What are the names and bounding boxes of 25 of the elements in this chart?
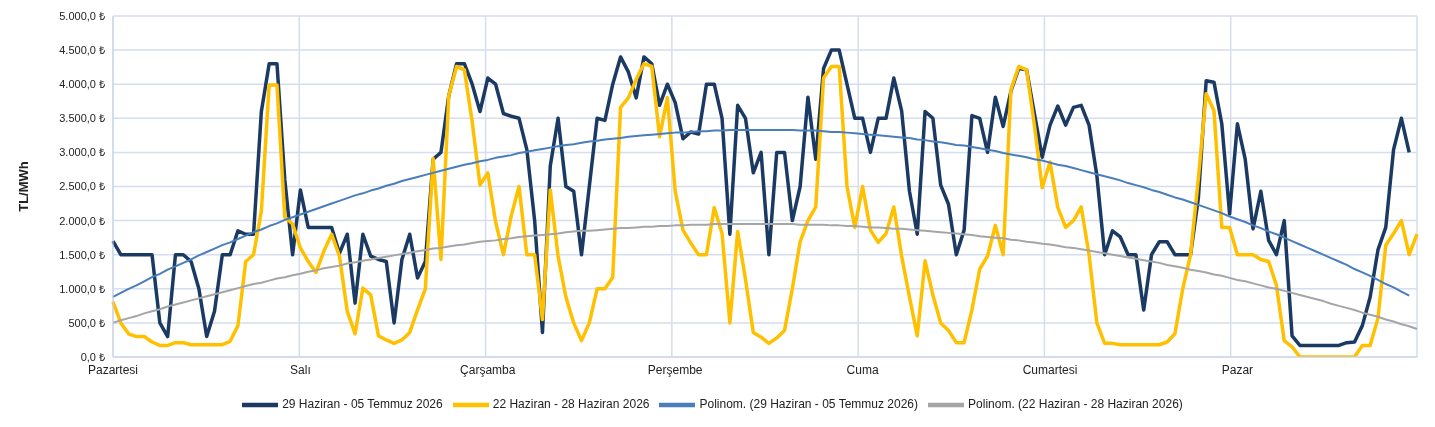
y-tick-label: 1.000,0 ₺	[59, 282, 105, 295]
x-tick-label: Çarşamba	[460, 362, 516, 377]
line-series	[112, 223, 1418, 331]
y-tick-label: 3.500,0 ₺	[59, 112, 105, 125]
legend-label: 29 Haziran - 05 Temmuz 2026	[282, 397, 443, 412]
y-tick-label: 5.000,0 ₺	[59, 9, 105, 22]
y-tick-label: 1.500,0 ₺	[59, 248, 105, 261]
legend-label: 22 Haziran - 28 Haziran 2026	[492, 397, 650, 412]
y-tick-label: 0,0 ₺	[80, 350, 105, 363]
x-tick-label: Pazartesi	[87, 362, 139, 377]
legend-label: Polinom. (29 Haziran - 05 Temmuz 2026)	[699, 397, 919, 412]
x-tick-label: Salı	[290, 362, 311, 377]
y-tick-label: 4.500,0 ₺	[59, 44, 105, 56]
y-axis-title: TL/MWh	[15, 161, 31, 212]
y-tick-label: 2.000,0 ₺	[59, 214, 105, 227]
x-tick-label: Cuma	[846, 362, 879, 377]
x-tick-label: Pazar	[1221, 362, 1254, 377]
x-tick-label: Cumartesi	[1022, 362, 1078, 377]
y-tick-label: 3.000,0 ₺	[59, 146, 105, 159]
x-tick-label: Perşembe	[647, 362, 703, 377]
legend-label: Polinom. (22 Haziran - 28 Haziran 2026)	[968, 397, 1183, 412]
y-tick-label: 4.000,0 ₺	[59, 78, 105, 91]
y-tick-label: 2.500,0 ₺	[59, 180, 105, 193]
line-series	[112, 128, 1411, 298]
y-tick-label: 500,0 ₺	[68, 316, 105, 329]
